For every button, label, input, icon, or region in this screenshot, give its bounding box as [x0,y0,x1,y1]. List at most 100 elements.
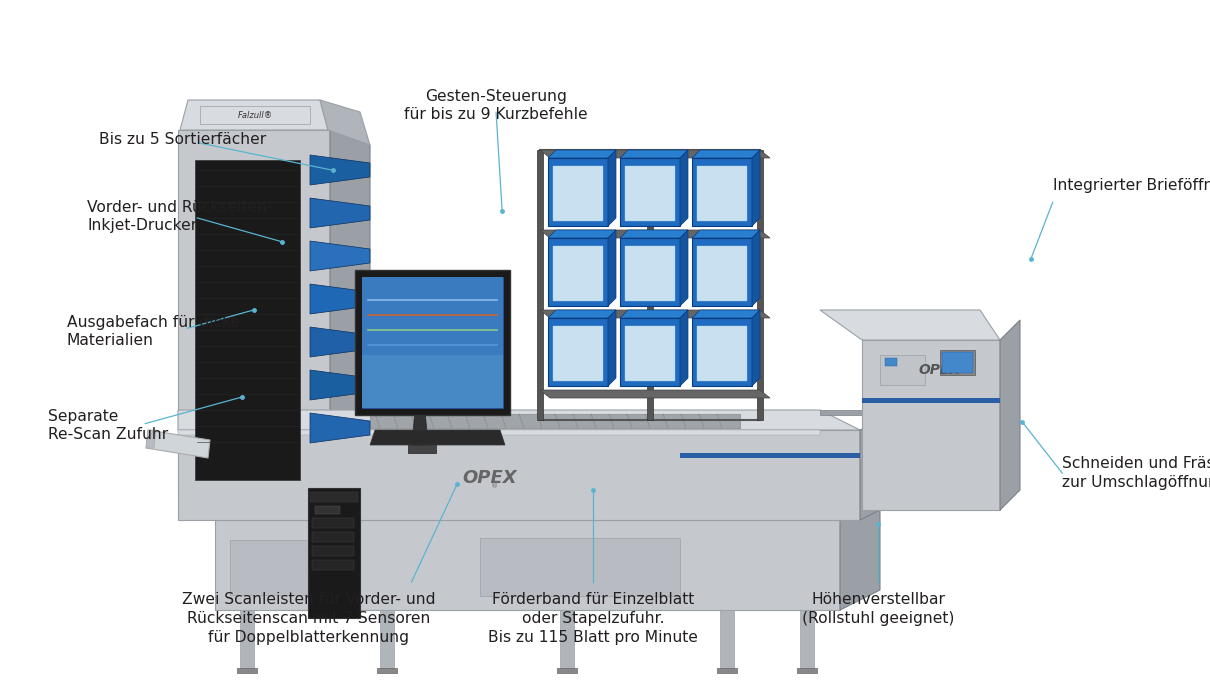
Polygon shape [692,150,760,158]
Polygon shape [380,610,394,668]
Polygon shape [697,246,747,301]
Bar [312,532,355,542]
Text: OPEX: OPEX [918,363,961,377]
Polygon shape [751,150,760,226]
Polygon shape [620,310,688,318]
Polygon shape [240,610,254,668]
Polygon shape [626,326,675,381]
Polygon shape [620,238,680,306]
Polygon shape [310,370,370,400]
Polygon shape [310,198,370,228]
Polygon shape [607,150,616,226]
Polygon shape [370,414,741,428]
Polygon shape [548,150,616,158]
Bar [647,150,653,420]
Polygon shape [607,230,616,306]
Bar [757,150,764,420]
Polygon shape [540,230,770,238]
Polygon shape [362,277,503,408]
Bar [310,492,358,502]
Text: Integrierter Brieföffner: Integrierter Brieföffner [1053,178,1210,193]
Polygon shape [560,610,574,668]
Polygon shape [720,610,734,668]
Bar [230,540,310,595]
Polygon shape [178,130,330,490]
Text: Falzull®: Falzull® [237,112,272,121]
Polygon shape [548,230,616,238]
Polygon shape [553,166,603,221]
Polygon shape [540,310,770,318]
Polygon shape [999,320,1020,510]
Polygon shape [548,310,616,318]
Polygon shape [697,166,747,221]
Text: Zwei Scanleisten für Vorder- und
Rückseitenscan mit 7 Sensoren
für Doppelblatter: Zwei Scanleisten für Vorder- und Rücksei… [182,592,436,645]
Polygon shape [797,668,817,673]
Polygon shape [378,668,397,673]
Bar [480,538,680,596]
Bar [408,445,436,453]
Text: Ausgabefach für dicke
Materialien: Ausgabefach für dicke Materialien [67,315,240,349]
Bar [362,355,503,408]
Polygon shape [692,310,760,318]
Bar [309,488,361,618]
Polygon shape [178,410,860,430]
Polygon shape [718,668,737,673]
Polygon shape [215,520,840,610]
Polygon shape [195,160,300,480]
Polygon shape [180,100,328,130]
Polygon shape [355,270,509,415]
Polygon shape [860,410,900,520]
Bar [312,518,355,528]
Polygon shape [178,430,820,435]
Polygon shape [751,230,760,306]
Polygon shape [697,326,747,381]
Text: ®: ® [491,483,499,489]
Bar [943,352,973,373]
Polygon shape [310,413,370,443]
Polygon shape [319,100,370,145]
Polygon shape [557,668,577,673]
Polygon shape [548,158,607,226]
Polygon shape [620,318,680,386]
Polygon shape [620,158,680,226]
Polygon shape [680,150,688,226]
Bar [312,560,355,570]
Polygon shape [178,430,860,520]
Polygon shape [548,238,607,306]
Polygon shape [800,610,814,668]
Bar [885,358,897,366]
Bar [312,546,355,556]
Polygon shape [330,130,370,500]
Polygon shape [620,230,688,238]
Polygon shape [146,430,156,448]
Bar [200,106,310,124]
Polygon shape [540,390,770,398]
Bar [862,398,999,403]
Polygon shape [310,327,370,357]
Polygon shape [548,318,607,386]
Polygon shape [862,340,999,510]
Polygon shape [820,310,999,340]
Polygon shape [692,230,760,238]
Polygon shape [607,310,616,386]
Bar [537,150,543,420]
Polygon shape [692,318,751,386]
Bar [880,355,924,385]
Polygon shape [540,150,770,158]
Text: OPEX: OPEX [462,469,518,487]
Polygon shape [820,410,900,415]
Polygon shape [411,410,428,445]
Polygon shape [680,310,688,386]
Polygon shape [553,326,603,381]
Polygon shape [626,166,675,221]
Text: Schneiden und Fräsen
zur Umschlagöffnung: Schneiden und Fräsen zur Umschlagöffnung [1062,456,1210,490]
Text: Gesten-Steuerung
für bis zu 9 Kurzbefehle: Gesten-Steuerung für bis zu 9 Kurzbefehl… [404,89,588,122]
Polygon shape [553,246,603,301]
Polygon shape [310,241,370,271]
Polygon shape [692,158,751,226]
Text: Förderband für Einzelblatt
oder Stapelzufuhr.
Bis zu 115 Blatt pro Minute: Förderband für Einzelblatt oder Stapelzu… [488,592,698,645]
Polygon shape [620,150,688,158]
Polygon shape [840,500,880,610]
Polygon shape [680,230,688,306]
Polygon shape [692,238,751,306]
